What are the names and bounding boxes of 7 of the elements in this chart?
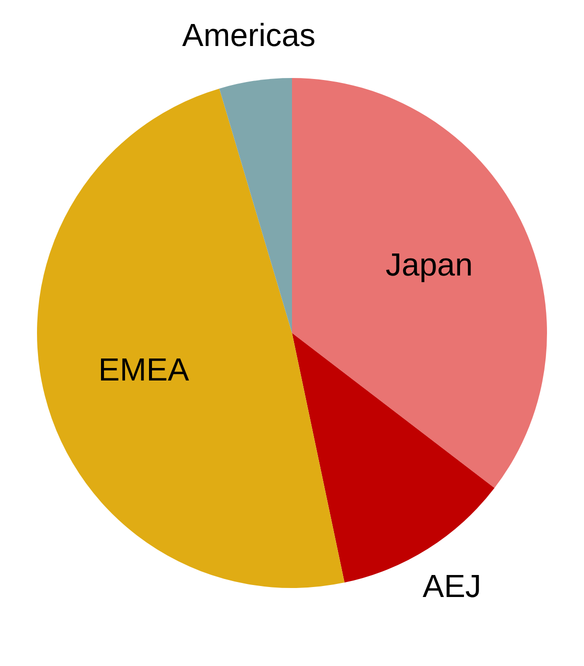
slice-label: AEJ [422,568,482,604]
pie-slice [37,88,344,588]
pie-slice [219,78,292,333]
pie-slice [292,78,547,488]
slice-label: EMEA [98,352,190,388]
slice-label: Japan [386,246,473,282]
slice-label: Americas [182,17,316,54]
